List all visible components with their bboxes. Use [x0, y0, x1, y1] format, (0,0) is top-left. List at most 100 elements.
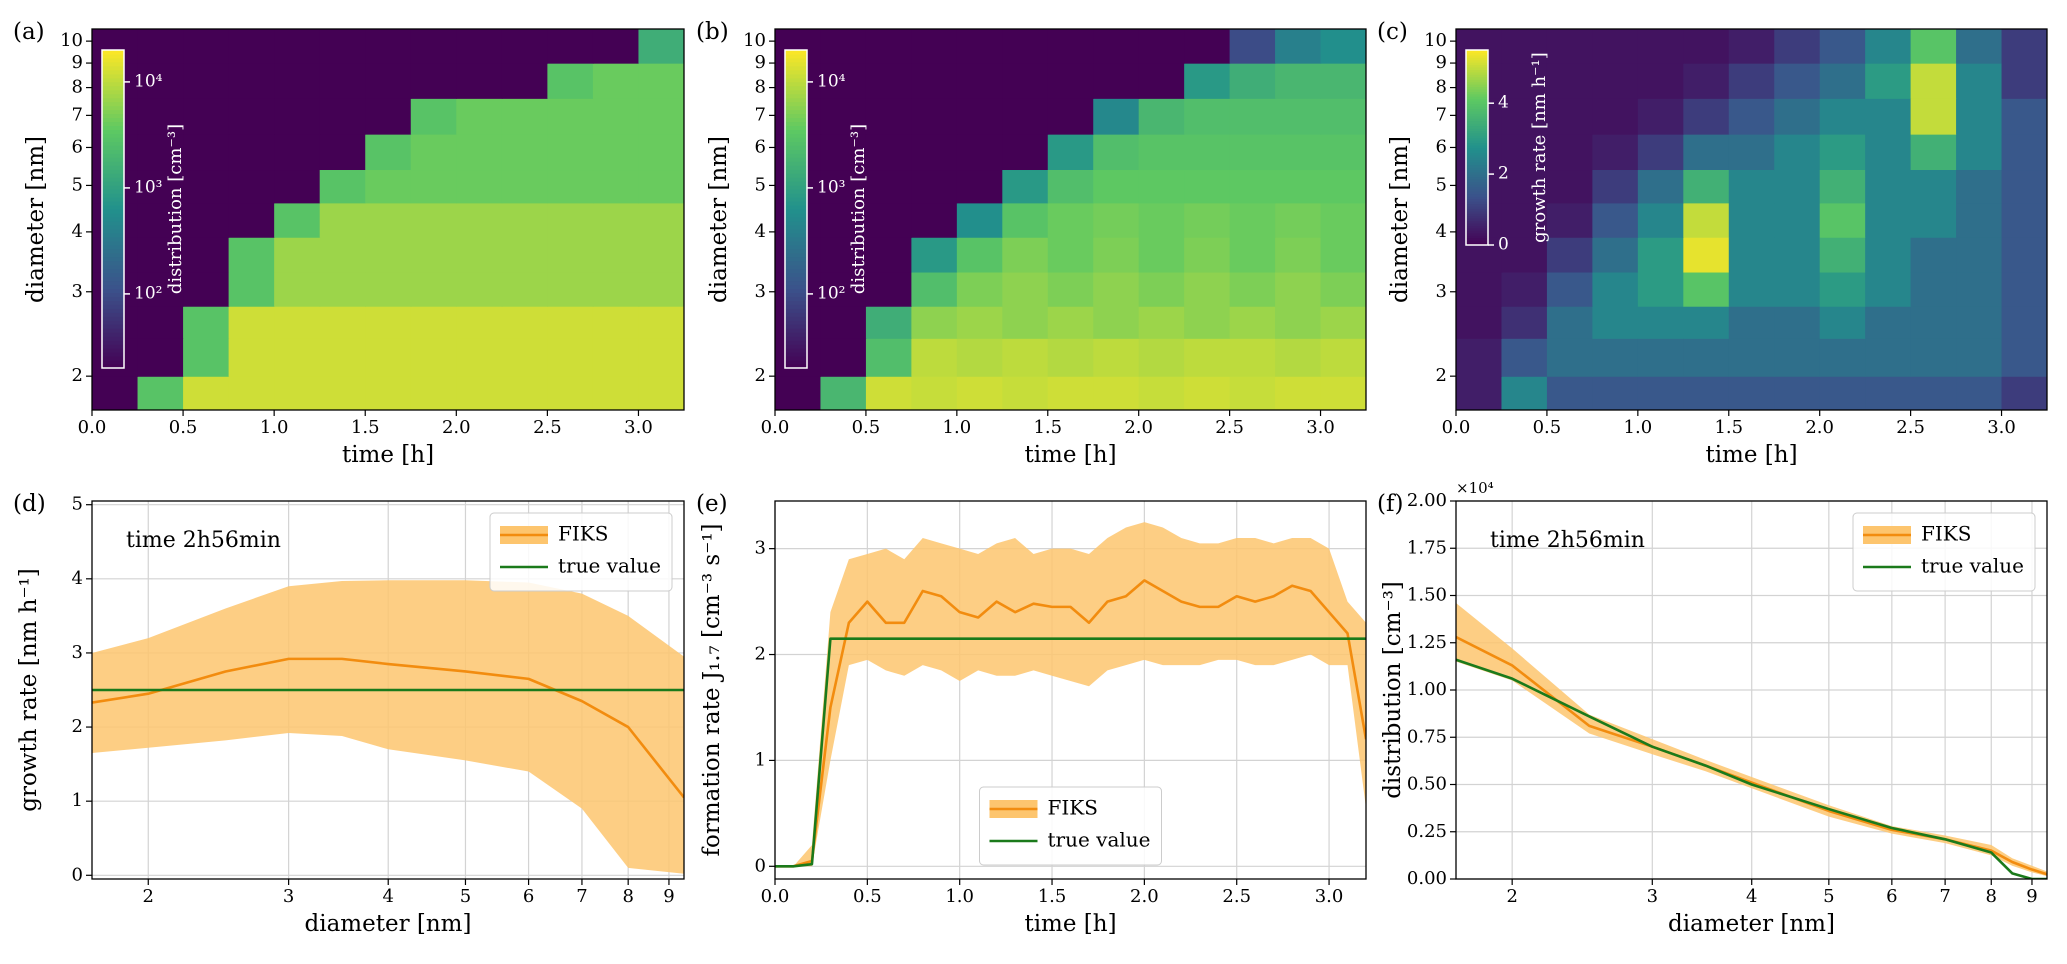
heatmap-cell: [1501, 202, 1548, 238]
colorbar-segment: [102, 129, 124, 134]
colorbar-segment: [1466, 76, 1488, 80]
colorbar-segment: [1466, 110, 1488, 114]
colorbar-segment: [102, 109, 124, 115]
colorbar-segment: [785, 65, 807, 71]
heatmap-cell: [1819, 202, 1866, 238]
colorbar-segment: [102, 352, 124, 357]
y-tick-label: 3: [1436, 281, 1447, 302]
heatmap-cell: [820, 29, 867, 64]
colorbar-segment: [785, 85, 807, 91]
heatmap-cell: [1956, 338, 2003, 377]
x-tick-label: 2.0: [442, 417, 471, 438]
heatmap-cell: [1774, 271, 1821, 307]
legend-label: true value: [1921, 554, 2024, 578]
colorbar-segment: [1466, 203, 1488, 207]
y-tick-label: 3: [72, 642, 83, 663]
heatmap-cell: [319, 98, 366, 135]
y-tick-label: 1.25: [1407, 632, 1447, 653]
colorbar-segment: [785, 364, 807, 369]
y-tick-label: 5: [72, 494, 83, 515]
axes-frame: [774, 28, 1367, 411]
colorbar-tick-label: 10²: [134, 283, 162, 303]
colorbar-segment: [102, 264, 124, 270]
y-tick-label: 4: [72, 568, 83, 589]
heatmap-cell: [1774, 134, 1821, 171]
heatmap-cell: [1002, 271, 1049, 307]
heatmap-cell: [456, 306, 503, 339]
heatmap-cell: [1956, 202, 2003, 238]
heatmap-cell: [820, 271, 867, 307]
heatmap-cell: [820, 169, 867, 204]
heatmap-cell: [820, 376, 867, 410]
x-axis-label: diameter [nm]: [305, 911, 472, 937]
panel-label: (e): [696, 491, 728, 517]
heatmap-cell: [1184, 202, 1231, 238]
colorbar-segment: [785, 352, 807, 357]
legend-label: true value: [1048, 828, 1151, 852]
x-tick-label: 6: [523, 886, 534, 907]
heatmap-cell: [1184, 376, 1231, 410]
heatmap-cell: [1047, 98, 1094, 135]
heatmap-cell: [1229, 29, 1276, 64]
colorbar-segment: [102, 177, 124, 182]
heatmap-cell: [1047, 169, 1094, 204]
heatmap-cell: [820, 63, 867, 99]
colorbar-segment: [785, 169, 807, 174]
colorbar-segment: [785, 268, 807, 274]
heatmap-cell: [1774, 63, 1821, 99]
heatmap-cell: [410, 63, 457, 99]
heatmap-cell: [911, 29, 958, 64]
plot-area: [775, 29, 1366, 410]
x-axis-label: time [h]: [1024, 442, 1116, 468]
colorbar-segment: [102, 173, 124, 178]
heatmap-cell: [1683, 29, 1730, 64]
colorbar-segment: [102, 268, 124, 274]
y-tick-label: 4: [1436, 221, 1447, 242]
heatmap-cell: [956, 169, 1003, 204]
colorbar-segment: [102, 101, 124, 107]
heatmap-cell: [1956, 376, 2003, 410]
heatmap-cell: [2001, 306, 2047, 339]
x-tick-label: 2: [1506, 886, 1517, 907]
heatmap-cell: [1184, 134, 1231, 171]
panel-label: (a): [13, 19, 45, 45]
colorbar-segment: [102, 236, 124, 242]
heatmap-cell: [274, 237, 321, 273]
heatmap-cell: [1774, 338, 1821, 377]
heatmap-cell: [547, 306, 594, 339]
x-tick-label: 8: [1986, 886, 1997, 907]
x-tick-label: 0.5: [853, 886, 882, 907]
heatmap-cell: [1275, 29, 1322, 64]
colorbar-segment: [102, 336, 124, 341]
heatmap-cell: [547, 29, 594, 64]
heatmap-cell: [547, 376, 594, 410]
colorbar-label: growth rate [nm h⁻¹]: [1529, 52, 1550, 243]
heatmap-cell: [274, 376, 321, 410]
heatmap-cell: [183, 271, 230, 307]
heatmap-cell: [501, 134, 548, 171]
colorbar-segment: [1466, 59, 1488, 63]
colorbar-segment: [785, 50, 807, 55]
colorbar-segment: [785, 69, 807, 75]
heatmap-cell: [911, 63, 958, 99]
plot-area: [1456, 29, 2047, 410]
heatmap-cell: [319, 169, 366, 204]
heatmap-cell: [1728, 202, 1775, 238]
colorbar-segment: [102, 220, 124, 226]
colorbar-segment: [102, 197, 124, 202]
colorbar-segment: [1466, 171, 1488, 175]
colorbar-segment: [785, 212, 807, 218]
colorbar-tick-label: 10⁴: [134, 71, 163, 91]
heatmap-cell: [1774, 202, 1821, 238]
heatmap-cell: [365, 29, 412, 64]
heatmap-cell: [911, 169, 958, 204]
colorbar-segment: [785, 81, 807, 87]
y-tick-label: 6: [755, 136, 766, 157]
colorbar-segment: [1466, 98, 1488, 102]
colorbar-segment: [1466, 91, 1488, 95]
y-axis-label: diameter [nm]: [706, 136, 732, 303]
colorbar-segment: [1466, 184, 1488, 187]
heatmap-cell: [820, 202, 867, 238]
heatmap-cell: [1546, 271, 1593, 307]
colorbar-segment: [102, 113, 124, 119]
